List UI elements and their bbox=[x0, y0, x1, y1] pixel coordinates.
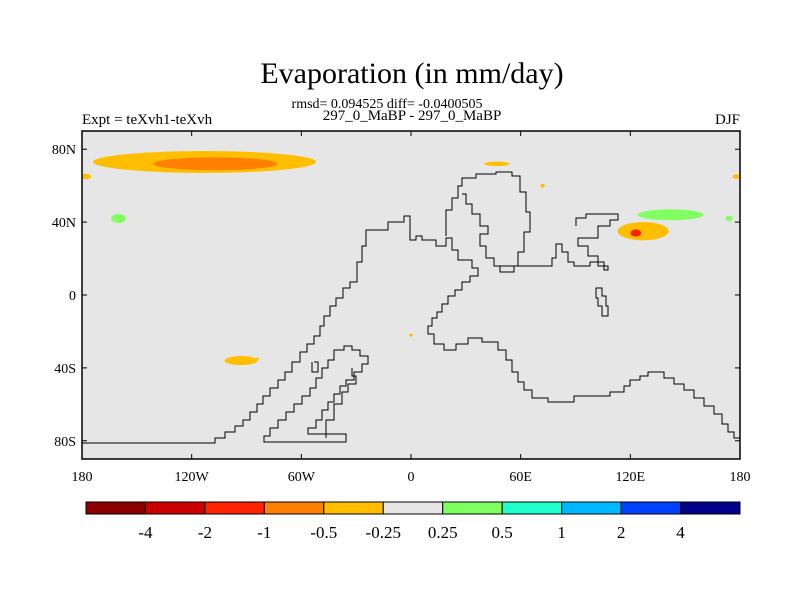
island-outline bbox=[595, 287, 609, 317]
x-tick-label-2: 60W bbox=[288, 470, 316, 485]
period-label: 297_0_MaBP - 297_0_MaBP bbox=[323, 108, 502, 124]
anomaly-patch-2 bbox=[617, 222, 669, 241]
colorbar: -4 -2 -1 -0.5 -0.25 0.25 0.5 1 2 4 bbox=[85, 501, 741, 542]
x-tick-label-0: 180 bbox=[72, 470, 93, 485]
colorbar-swatch-3 bbox=[263, 501, 325, 515]
colorbar-label-9: 4 bbox=[676, 523, 685, 542]
anomaly-patch-4 bbox=[637, 209, 704, 221]
y-tick-label-2: 0 bbox=[69, 289, 76, 304]
colorbar-swatch-8 bbox=[561, 501, 622, 515]
y-tick-label-1: 40N bbox=[52, 216, 76, 231]
anomaly-patch-13 bbox=[256, 357, 259, 361]
colorbar-label-6: 0.5 bbox=[492, 523, 513, 542]
y-tick-label-3: 40S bbox=[54, 362, 76, 377]
anomaly-patch-1 bbox=[153, 157, 278, 171]
anomaly-patch-11 bbox=[540, 183, 545, 188]
anomaly-patch-9 bbox=[82, 173, 92, 180]
experiment-label: Expt = teXvh1-teXvh bbox=[82, 112, 213, 128]
colorbar-swatch-0 bbox=[85, 501, 146, 515]
colorbar-label-8: 2 bbox=[617, 523, 626, 542]
colorbar-swatch-4 bbox=[323, 501, 384, 515]
colorbar-swatch-1 bbox=[144, 501, 206, 515]
stats-label: rmsd= 0.094525 diff= -0.0400505 bbox=[292, 97, 483, 112]
eastern-coast-outline bbox=[500, 213, 619, 271]
northern-sea-outline bbox=[445, 171, 531, 273]
colorbar-swatch-9 bbox=[620, 501, 682, 515]
colorbar-label-7: 1 bbox=[557, 523, 566, 542]
anomaly-patch-6 bbox=[111, 213, 126, 224]
season-label: DJF bbox=[715, 112, 740, 128]
anomaly-patch-7 bbox=[224, 356, 258, 366]
anomaly-patch-8 bbox=[484, 161, 510, 166]
colorbar-swatch-10 bbox=[680, 501, 741, 515]
colorbar-swatch-5 bbox=[382, 501, 444, 515]
x-tick-label-5: 120E bbox=[616, 470, 646, 485]
southern-landmass-outline bbox=[325, 368, 357, 438]
y-tick-label-0: 80N bbox=[52, 143, 76, 158]
y-axis: 80N 40N 0 40S 80S bbox=[52, 143, 740, 450]
continent-outline bbox=[82, 215, 740, 444]
plot-background bbox=[82, 131, 740, 459]
x-tick-label-6: 180 bbox=[730, 470, 751, 485]
colorbar-label-2: -1 bbox=[257, 523, 271, 542]
anomaly-patch-12 bbox=[409, 333, 413, 337]
colorbar-label-4: -0.25 bbox=[366, 523, 401, 542]
colorbar-label-0: -4 bbox=[138, 523, 153, 542]
southern-peninsula-outline bbox=[263, 345, 369, 443]
x-tick-label-4: 60E bbox=[509, 470, 532, 485]
colorbar-label-3: -0.5 bbox=[310, 523, 337, 542]
y-tick-label-4: 80S bbox=[54, 435, 76, 450]
colorbar-swatch-2 bbox=[204, 501, 265, 515]
colorbar-label-5: 0.25 bbox=[428, 523, 458, 542]
western-sliver-outline bbox=[311, 361, 319, 373]
x-axis: 180 120W 60W 0 60E 120E 180 bbox=[72, 131, 751, 485]
x-tick-label-1: 120W bbox=[175, 470, 210, 485]
colorbar-swatch-6 bbox=[442, 501, 503, 515]
anomaly-layer bbox=[82, 151, 740, 366]
colorbar-swatch-7 bbox=[501, 501, 563, 515]
anomaly-patch-5 bbox=[725, 215, 733, 222]
chart-title: Evaporation (in mm/day) bbox=[260, 57, 563, 90]
anomaly-patch-3 bbox=[630, 229, 642, 237]
anomaly-patch-10 bbox=[732, 174, 740, 179]
x-tick-label-3: 0 bbox=[408, 470, 415, 485]
colorbar-label-1: -2 bbox=[198, 523, 212, 542]
